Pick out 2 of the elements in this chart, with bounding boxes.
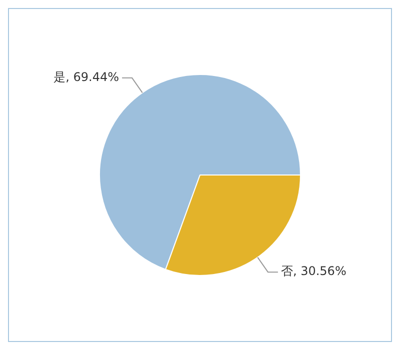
slice-label: 否, 30.56%: [280, 264, 346, 278]
slice-label: 是, 69.44%: [54, 70, 120, 84]
